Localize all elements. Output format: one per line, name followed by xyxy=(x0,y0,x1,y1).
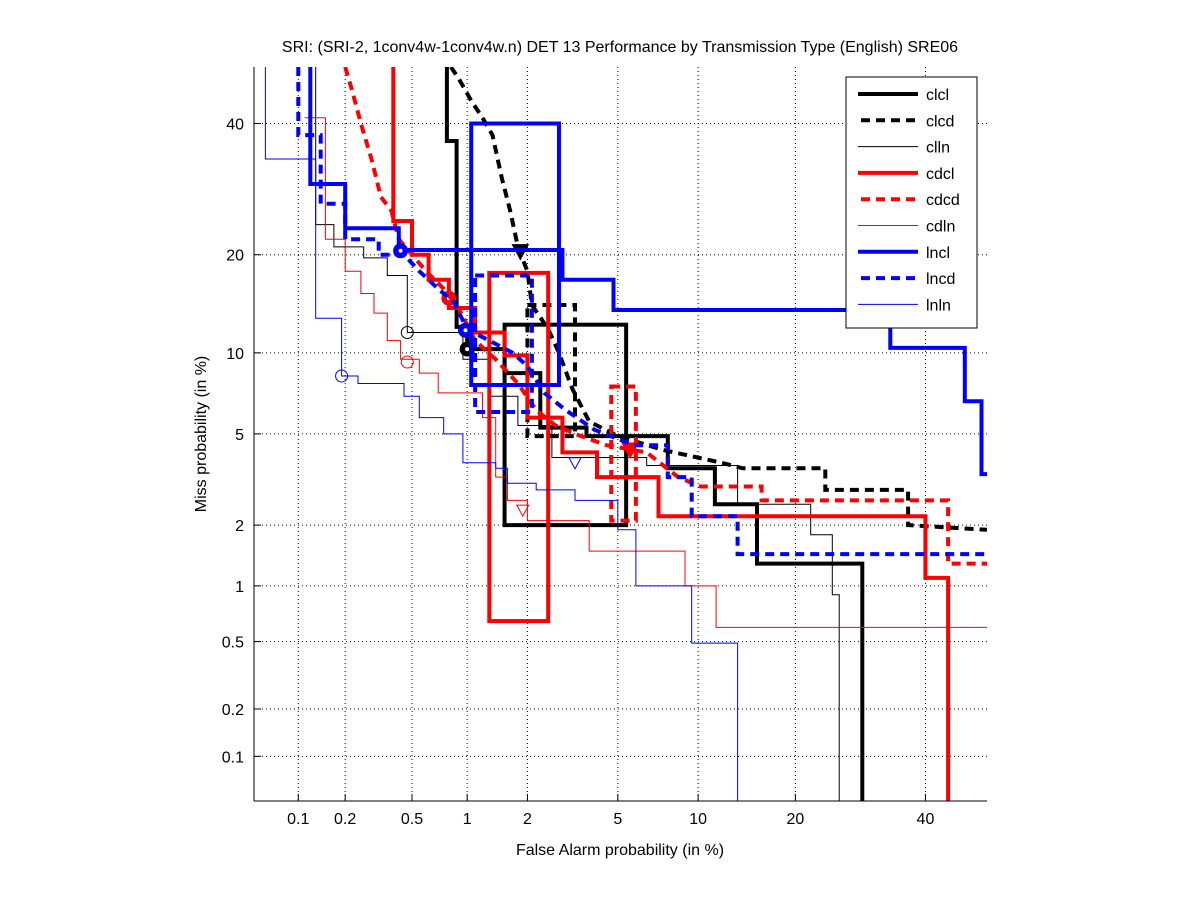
x-tick-label: 0.5 xyxy=(401,811,423,828)
x-tick-label: 20 xyxy=(786,811,804,828)
legend-label-lncd: lncd xyxy=(926,271,955,288)
legend-label-clcd: clcd xyxy=(926,113,954,130)
legend: clcl clcd clln cdcl cdcd cdln lncl lncd lnln xyxy=(845,76,978,329)
confidence-box-clcl xyxy=(502,322,629,528)
plot-area xyxy=(264,67,987,801)
secondary-marker xyxy=(568,457,582,470)
secondary-marker xyxy=(515,504,530,518)
x-tick-label: 2 xyxy=(523,811,532,828)
legend-label-cdcl: cdcl xyxy=(926,166,954,183)
confidence-box-lncd xyxy=(473,273,534,414)
y-tick-label: 0.2 xyxy=(222,702,244,719)
legend-label-clln: clln xyxy=(926,140,950,157)
series-line-clln xyxy=(315,67,840,801)
confidence-box-cdcd xyxy=(609,384,638,523)
legend-label-lnln: lnln xyxy=(926,297,951,314)
y-tick-label: 40 xyxy=(226,117,244,134)
series-line-cdln xyxy=(304,117,987,628)
y-tick-label: 0.1 xyxy=(222,749,244,766)
y-tick-label: 1 xyxy=(235,579,244,596)
marker-cdln xyxy=(400,355,414,369)
legend-label-clcl: clcl xyxy=(926,87,949,104)
y-tick-label: 10 xyxy=(226,346,244,363)
x-tick-label: 5 xyxy=(613,811,622,828)
x-tick-label: 10 xyxy=(689,811,707,828)
series-line-lncl xyxy=(308,67,987,477)
confidence-box-cdcl xyxy=(487,270,551,624)
chart-title: SRI: (SRI-2, 1conv4w-1conv4w.n) DET 13 P… xyxy=(282,39,958,56)
series-line-cdcd xyxy=(343,67,987,566)
series-line-clcd xyxy=(449,67,987,532)
series-line-lncd xyxy=(296,67,987,557)
y-axis-label: Miss probability (in %) xyxy=(193,356,210,512)
x-tick-label: 0.1 xyxy=(287,811,309,828)
x-tick-label: 40 xyxy=(917,811,935,828)
series-line-lnln xyxy=(264,67,739,801)
marker-center-lncd xyxy=(463,328,468,333)
confidence-box-lncl xyxy=(469,121,561,387)
marker-lnln xyxy=(335,369,349,383)
x-tick-label: 0.2 xyxy=(334,811,356,828)
series-layer xyxy=(264,67,987,801)
legend-label-cdcd: cdcd xyxy=(926,192,960,209)
y-tick-label: 5 xyxy=(235,427,244,444)
y-ticks: 0.1 0.2 0.5 1 2 5 10 20 40 xyxy=(222,117,261,766)
y-tick-label: 0.5 xyxy=(222,635,244,652)
y-tick-label: 2 xyxy=(235,518,244,535)
x-tick-label: 1 xyxy=(463,811,472,828)
legend-label-cdln: cdln xyxy=(926,219,955,236)
legend-label-lncl: lncl xyxy=(926,245,950,262)
marker-clln xyxy=(400,325,414,339)
x-ticks: 0.1 0.2 0.5 1 2 5 10 20 40 xyxy=(287,794,934,828)
y-tick-label: 20 xyxy=(226,248,244,265)
marker-center-lncl xyxy=(398,248,403,253)
x-axis-label: False Alarm probability (in %) xyxy=(516,842,724,859)
marker-center-clcl xyxy=(465,347,470,352)
